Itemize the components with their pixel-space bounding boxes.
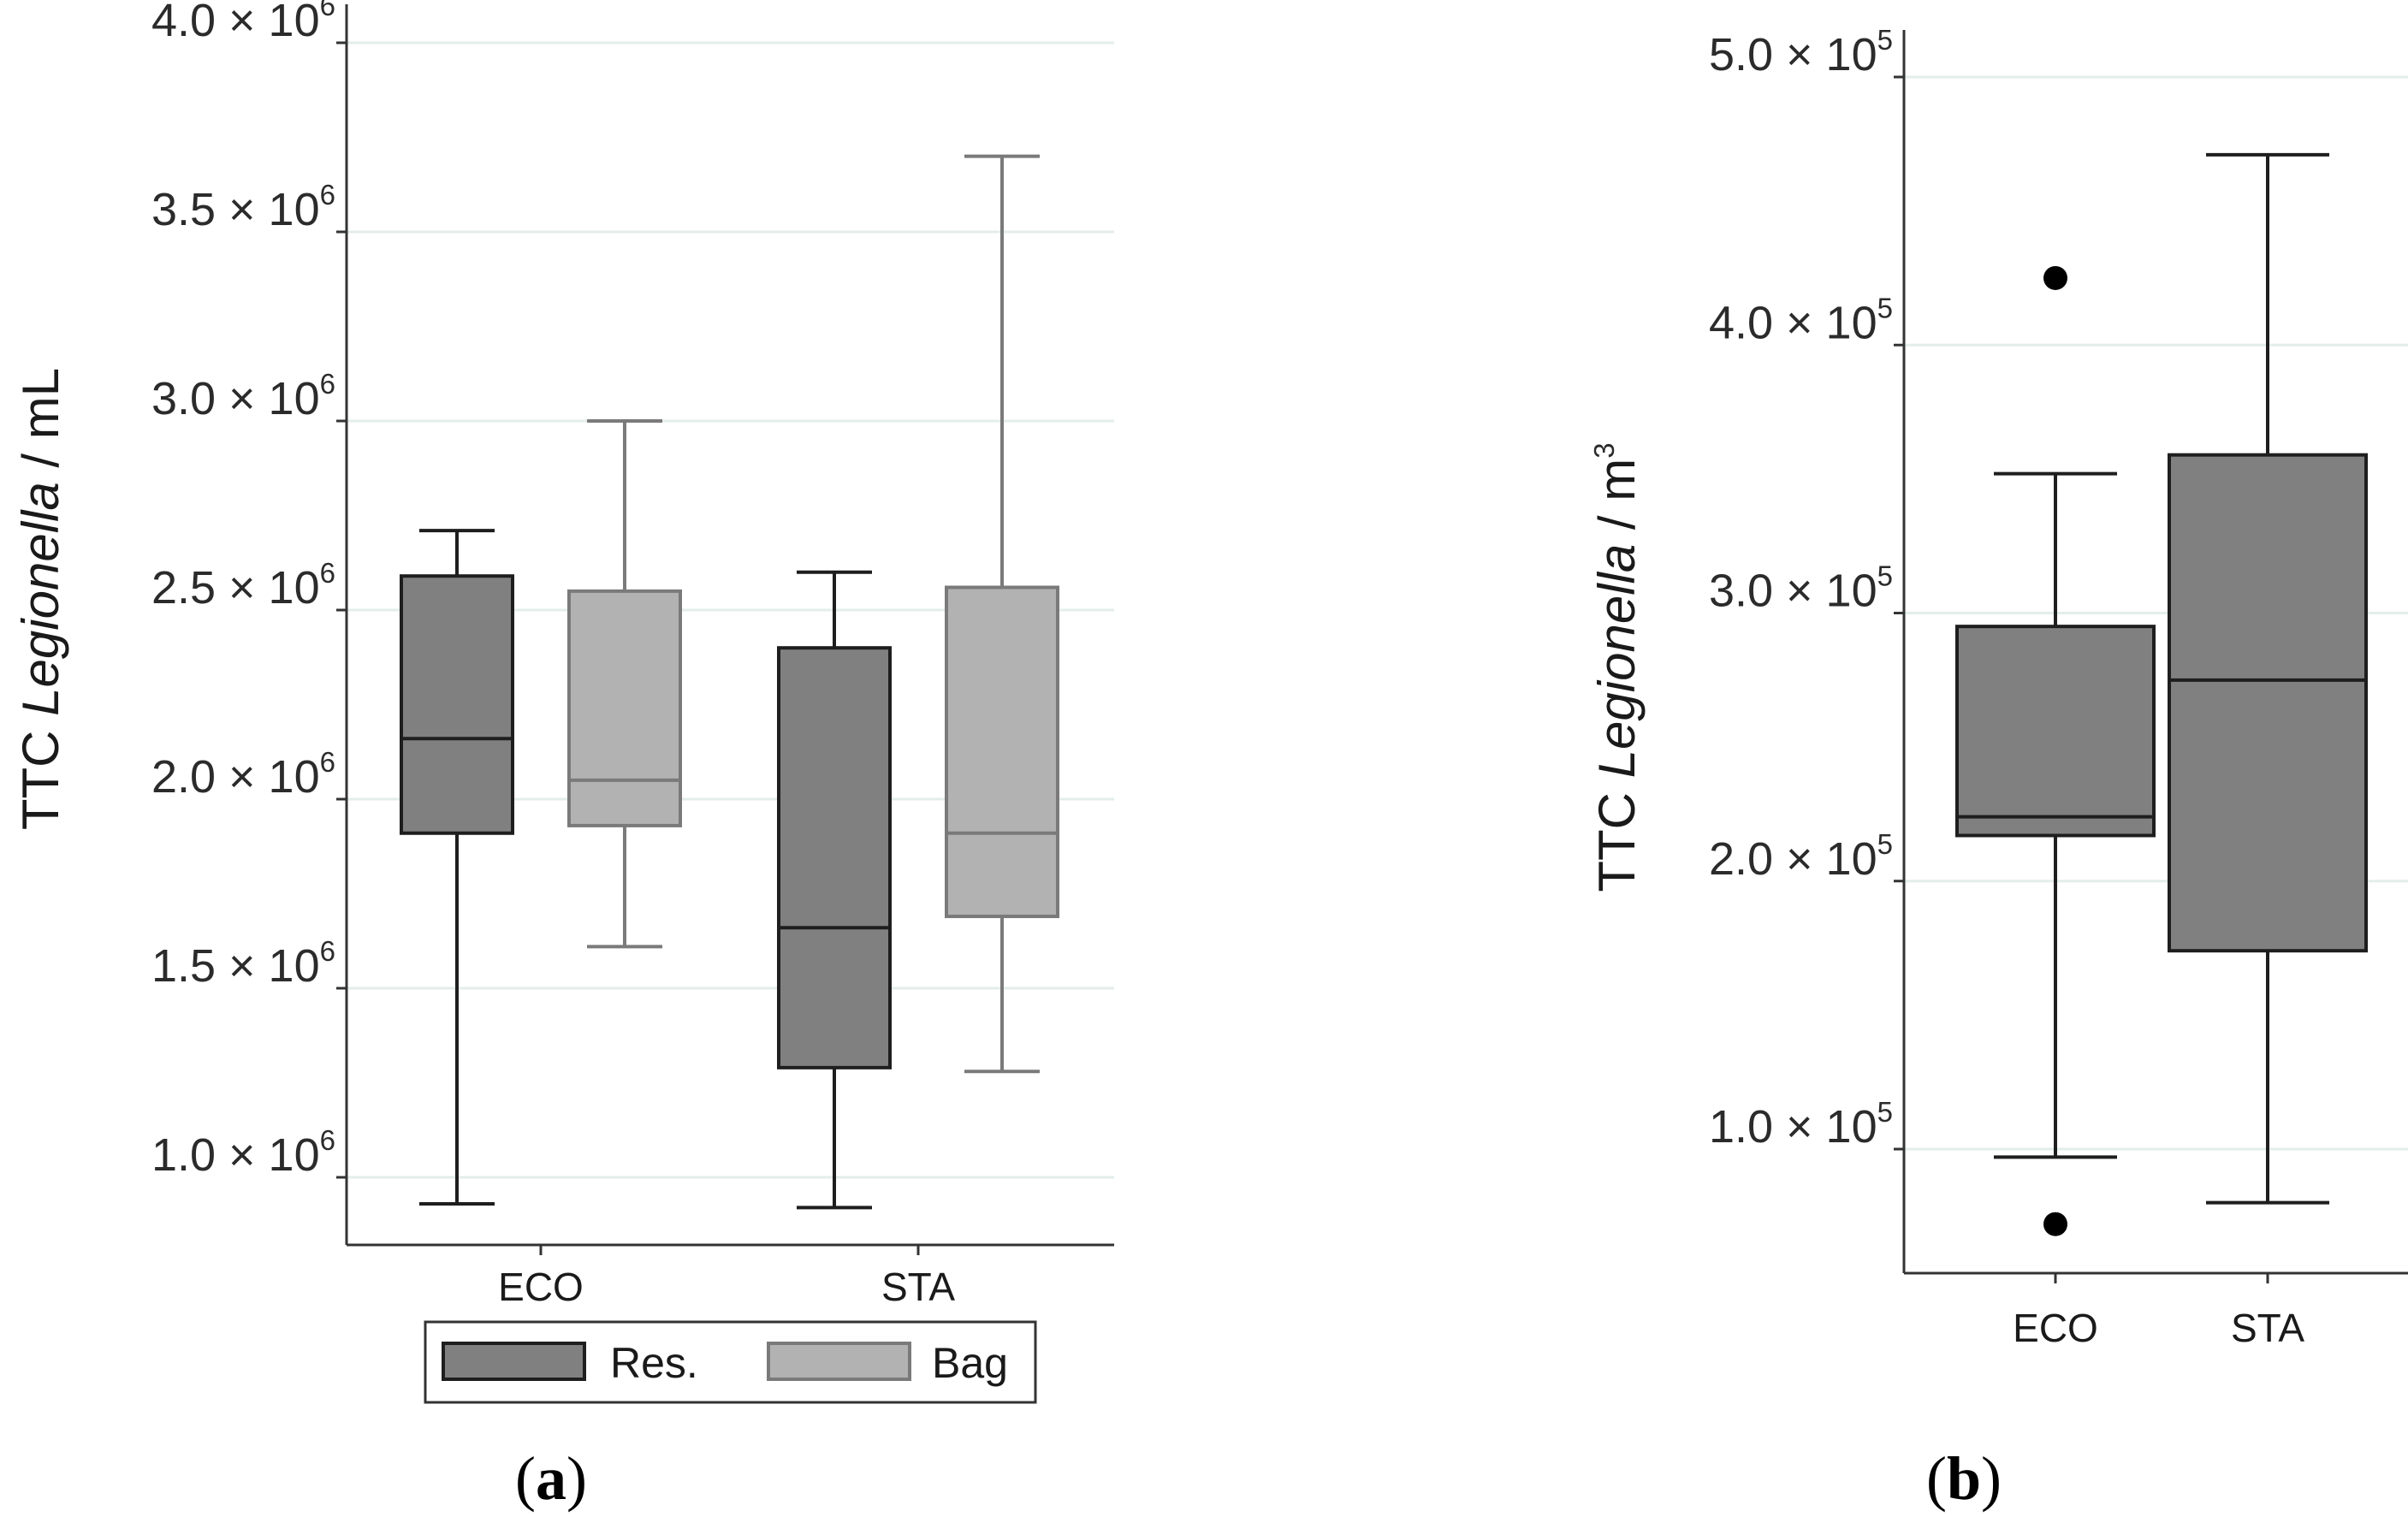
panel-b-caption: (b) (1926, 1444, 2002, 1513)
y-tick-label: 2.5 × 106 (151, 557, 335, 613)
y-tick-label: 2.0 × 105 (1709, 828, 1893, 885)
panel-a-caption: (a) (515, 1444, 587, 1513)
legend-swatch-bag (767, 1342, 911, 1381)
y-tick-label: 3.0 × 105 (1709, 560, 1893, 617)
y-tick-label: 3.0 × 106 (151, 368, 335, 424)
box-res-eco (400, 574, 514, 835)
box-sta (2168, 453, 2368, 953)
panel-a-y-axis-label: TTC Legionella / mL (12, 368, 69, 830)
legend-swatch-res (442, 1342, 586, 1381)
x-tick-label: ECO (2013, 1306, 2098, 1350)
legend-label-bag: Bag (932, 1339, 1008, 1387)
x-tick-label: ECO (498, 1265, 584, 1309)
box-res-sta (777, 646, 892, 1070)
y-tick-label: 1.5 × 106 (151, 935, 335, 992)
box-eco (1955, 625, 2156, 838)
outlier-point-eco (2043, 1212, 2067, 1236)
panel-b-axes (1902, 30, 2408, 1275)
panel-b-x-ticks: ECO STA (2013, 1273, 2304, 1350)
y-tick-label: 1.0 × 105 (1709, 1096, 1893, 1153)
panel-b-boxes (1955, 152, 2368, 1236)
x-tick-label: STA (2231, 1306, 2304, 1350)
box-bag-sta (945, 585, 1059, 919)
panel-b-y-axis-label: TTC Legionella / m3 (1588, 442, 1646, 892)
legend-label-res: Res. (610, 1339, 698, 1387)
panel-a-legend: Res. Bag (424, 1320, 1037, 1404)
panel-a-axes (345, 4, 1114, 1247)
panel-b: 1.0 × 105 2.0 × 105 3.0 × 105 4.0 × 105 5.0 … (1588, 24, 2408, 1513)
y-tick-label: 3.5 × 106 (151, 179, 335, 235)
y-tick-label: 4.0 × 105 (1709, 292, 1893, 348)
panel-a: 1.0 × 106 1.5 × 106 2.0 × 106 2.5 × 106 3.0 … (12, 0, 1114, 1513)
outlier-point-eco (2043, 265, 2067, 290)
panel-a-y-ticks: 1.0 × 106 1.5 × 106 2.0 × 106 2.5 × 106 3.0 … (151, 0, 347, 1181)
x-tick-label: STA (881, 1265, 955, 1309)
y-tick-label: 5.0 × 105 (1709, 24, 1893, 80)
y-tick-label: 2.0 × 106 (151, 746, 335, 803)
y-tick-label: 4.0 × 106 (151, 0, 335, 46)
panel-a-x-ticks: ECO STA (498, 1245, 955, 1309)
panel-b-y-ticks: 1.0 × 105 2.0 × 105 3.0 × 105 4.0 × 105 5.0 … (1709, 24, 1904, 1153)
box-bag-eco (567, 589, 682, 827)
y-tick-label: 1.0 × 106 (151, 1124, 335, 1181)
panel-a-boxes (400, 154, 1059, 1210)
